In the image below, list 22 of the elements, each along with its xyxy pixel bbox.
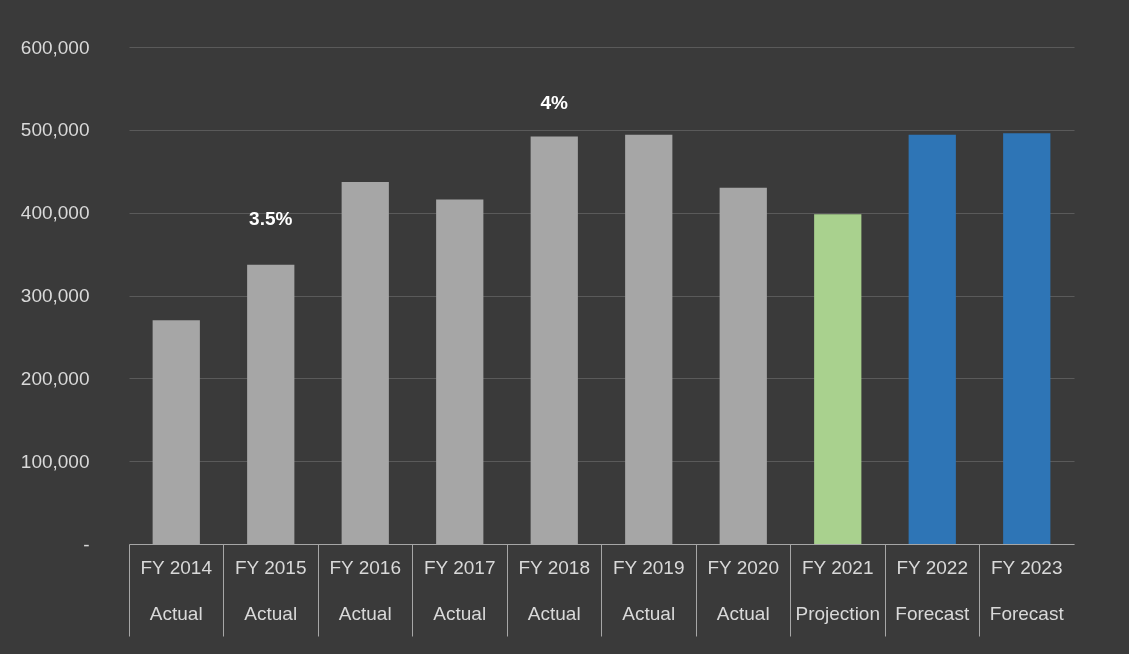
y-tick-label: 100,000: [20, 450, 90, 472]
y-tick-label: 400,000: [20, 202, 90, 224]
bar: [1003, 133, 1051, 544]
category-label: FY 2021 Projection: [795, 556, 880, 624]
bar: [908, 134, 956, 544]
category-label: FY 2014 Actual: [140, 556, 212, 624]
category-label: FY 2018 Actual: [518, 556, 590, 624]
y-tick-label: 600,000: [20, 36, 90, 58]
y-tick-label: 300,000: [20, 285, 90, 306]
category-label: FY 2017 Actual: [424, 556, 496, 624]
category-label: FY 2022 Forecast: [895, 556, 970, 624]
category-label: FY 2019 Actual: [613, 556, 685, 624]
y-tick-label: 500,000: [20, 119, 90, 141]
y-tick-label: 200,000: [20, 367, 90, 389]
category-label: FY 2023 Forecast: [989, 556, 1064, 624]
annotation: 3.5%: [249, 208, 293, 229]
category-label: FY 2016 Actual: [329, 556, 401, 624]
category-label: FY 2015 Actual: [235, 556, 307, 624]
bar: [814, 214, 862, 544]
category-label: FY 2020 Actual: [707, 556, 779, 624]
annotation: 4%: [540, 92, 569, 113]
y-tick-label: -: [83, 533, 90, 555]
